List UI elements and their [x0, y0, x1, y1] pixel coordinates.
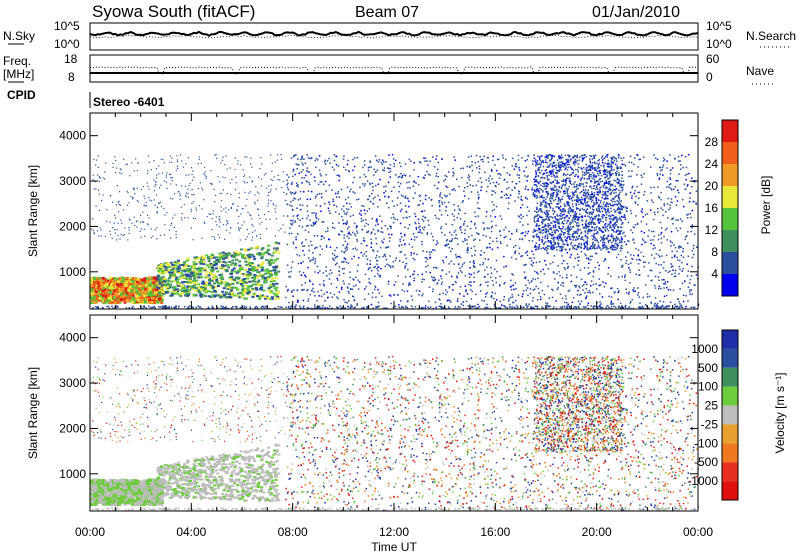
- freq-label: Freq.: [3, 54, 31, 68]
- y-tick-label: 1000: [59, 265, 86, 279]
- x-tick-label: 08:00: [278, 525, 308, 539]
- colorbar-swatch: [722, 367, 738, 387]
- x-tick-label: 12:00: [379, 525, 409, 539]
- colorbar-swatch: [722, 405, 738, 425]
- colorbar-tick-label: -25: [701, 417, 719, 431]
- colorbar-tick-label: -500: [694, 455, 718, 469]
- nsearch-label: N.Search: [746, 29, 796, 43]
- power-cbar-label: Power [dB]: [759, 176, 773, 235]
- x-tick-label: 00:00: [75, 525, 105, 539]
- velocity-colorbar: 1000 500 100 25 -25 -100 -500 -1000: [687, 329, 739, 501]
- nave-label: Nave: [746, 64, 774, 78]
- date-title: 01/Jan/2010: [592, 4, 680, 21]
- beam-title: Beam 07: [355, 4, 419, 21]
- colorbar-swatch: [722, 443, 738, 463]
- colorbar-swatch: [722, 208, 738, 230]
- colorbar-tick-label: 4: [711, 267, 718, 281]
- velocity-cbar-label: Velocity [m s⁻¹]: [773, 372, 787, 453]
- velocity-axes: 1000 2000 3000 4000: [59, 315, 699, 511]
- colorbar-tick-label: 20: [705, 179, 719, 193]
- colorbar-swatch: [722, 274, 738, 296]
- power-scatter: [90, 153, 700, 310]
- colorbar-swatch: [722, 462, 738, 482]
- colorbar-tick-label: -1000: [687, 474, 718, 488]
- nave-tick-top: 60: [706, 52, 720, 66]
- y-tick-label: 4000: [59, 129, 86, 143]
- x-ticks: 00:00 04:00 08:00 12:00 16:00 20:00 00:00: [75, 525, 713, 539]
- colorbar-tick-label: 100: [698, 380, 718, 394]
- velocity-ylabel: Slant Range [km]: [26, 367, 40, 459]
- station-title: Syowa South (fitACF): [92, 2, 255, 21]
- colorbar-tick-label: 1000: [691, 342, 718, 356]
- colorbar-swatch: [722, 120, 738, 142]
- colorbar-tick-label: 24: [705, 157, 719, 171]
- nsky-tick-top: 10^5: [54, 19, 80, 33]
- y-tick-label: 3000: [59, 376, 86, 390]
- colorbar-swatch: [722, 142, 738, 164]
- y-tick-label: 2000: [59, 421, 86, 435]
- colorbar-tick-label: 12: [705, 223, 719, 237]
- power-axes: 1000 2000 3000 4000: [59, 113, 699, 309]
- x-tick-label: 00:00: [683, 525, 713, 539]
- colorbar-tick-label: 25: [705, 399, 719, 413]
- freq-panel: [89, 54, 699, 83]
- colorbar-swatch: [722, 330, 738, 349]
- colorbar-tick-label: 28: [705, 135, 719, 149]
- y-tick-label: 3000: [59, 174, 86, 188]
- freq-tick-top: 18: [64, 52, 78, 66]
- nsearch-line: [89, 34, 699, 39]
- power-panel: [89, 112, 699, 310]
- colorbar-swatch: [722, 348, 738, 368]
- nsearch-tick-top: 10^5: [706, 19, 732, 33]
- freq-unit: [MHz]: [3, 67, 34, 81]
- power-ylabel: Slant Range [km]: [26, 165, 40, 257]
- y-tick-label: 4000: [59, 331, 86, 345]
- x-tick-label: 04:00: [176, 525, 206, 539]
- colorbar-swatch: [722, 186, 738, 208]
- colorbar-tick-label: 500: [698, 361, 718, 375]
- x-tick-label: 16:00: [480, 525, 510, 539]
- cpid-label: CPID: [7, 88, 36, 102]
- colorbar-swatch: [722, 164, 738, 186]
- freq-trace: [89, 66, 699, 75]
- x-tick-label: 20:00: [582, 525, 612, 539]
- colorbar-tick-label: 16: [705, 201, 719, 215]
- cpid-value: Stereo -6401: [93, 95, 165, 109]
- nave-tick-bottom: 0: [706, 70, 713, 84]
- velocity-scatter: [90, 355, 700, 512]
- colorbar-swatch: [722, 252, 738, 274]
- y-tick-label: 2000: [59, 219, 86, 233]
- y-tick-label: 1000: [59, 467, 86, 481]
- colorbar-tick-label: 8: [711, 245, 718, 259]
- colorbar-swatch: [722, 481, 738, 500]
- velocity-panel: [89, 314, 699, 512]
- colorbar-swatch: [722, 424, 738, 444]
- nsky-line: [89, 30, 699, 37]
- nsearch-tick-bottom: 10^0: [706, 37, 732, 51]
- colorbar-swatch: [722, 230, 738, 252]
- colorbar-tick-label: -100: [694, 436, 718, 450]
- power-colorbar: 28 24 20 16 12 8 4: [705, 119, 739, 297]
- nsky-trace: [89, 30, 699, 39]
- nsky-label: N.Sky: [3, 29, 35, 43]
- x-axis-label: Time UT: [371, 540, 417, 554]
- freq-tick-bottom: 8: [68, 70, 75, 84]
- nsky-tick-bottom: 10^0: [54, 37, 80, 51]
- colorbar-swatch: [722, 386, 738, 406]
